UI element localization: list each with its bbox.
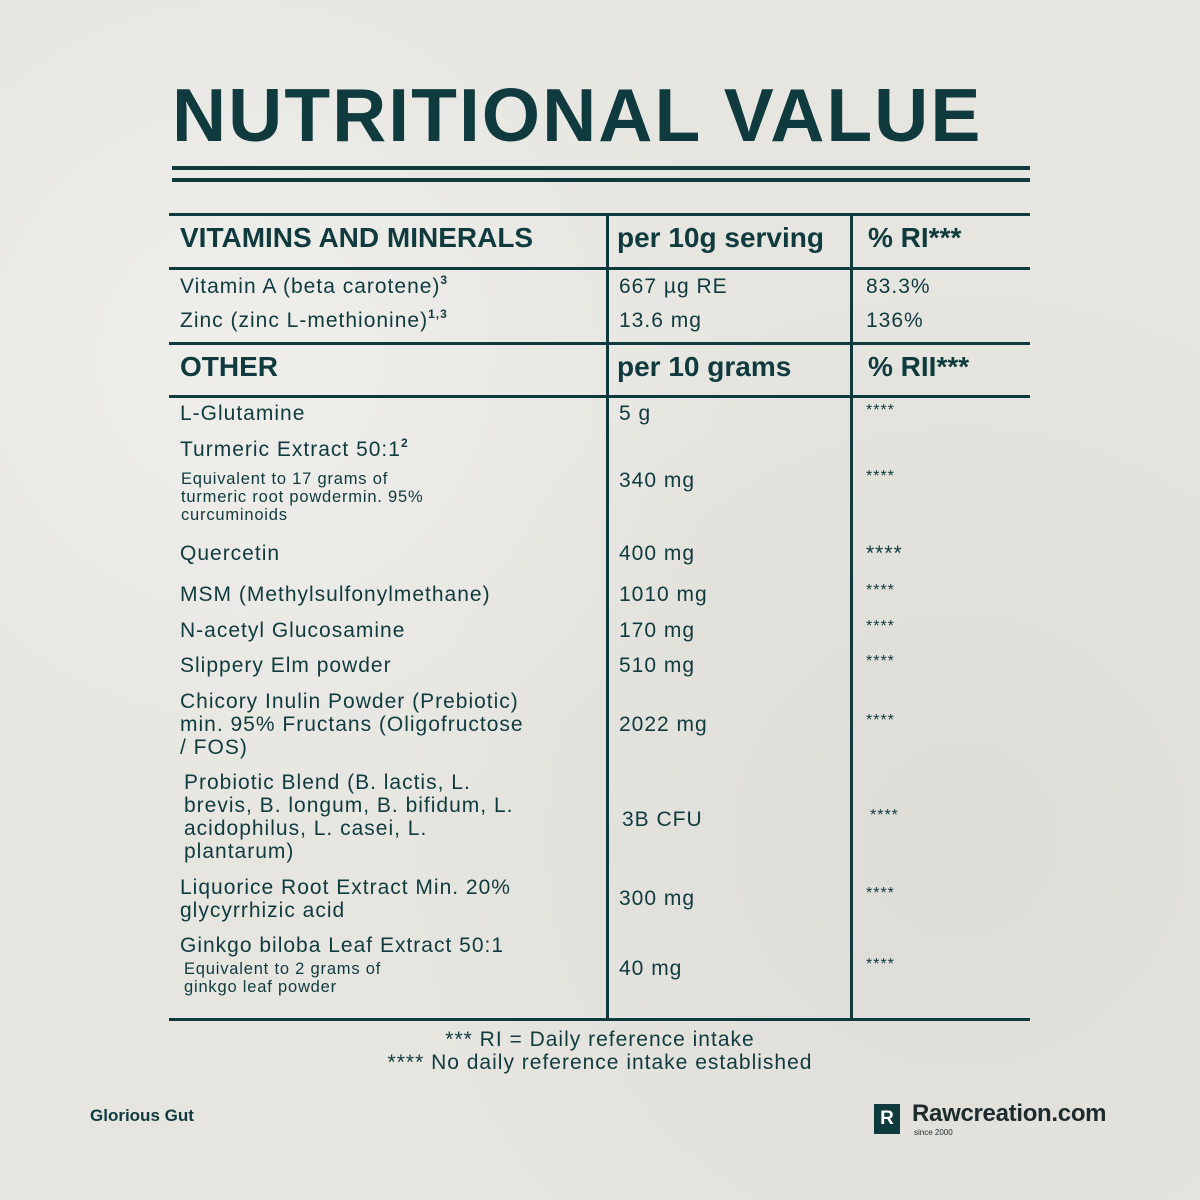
slippery-elm-name: Slippery Elm powder [180,654,392,677]
product-name: Glorious Gut [90,1106,194,1125]
liquorice-name-line: Liquorice Root Extract Min. 20% [180,876,511,899]
other-top-line [169,342,1030,345]
probiotic-name-line: brevis, B. longum, B. bifidum, L. [184,794,514,817]
vitamin-a-name: Vitamin A (beta carotene)3 [180,273,449,298]
l-glutamine-name: L-Glutamine [180,402,306,425]
probiotic-amount: 3B CFU [622,808,703,831]
turmeric-note-line: turmeric root powdermin. 95% [181,488,424,506]
turmeric-name: Turmeric Extract 50:12 [180,436,409,461]
l-glutamine-ri: **** [866,402,895,419]
turmeric-note-line: curcuminoids [181,506,288,524]
ginkgo-note-line: ginkgo leaf powder [184,978,337,996]
other-ri-header: % RII*** [868,351,970,382]
ginkgo-note: Equivalent to 2 grams of ginkgo leaf pow… [184,960,381,996]
turmeric-note: Equivalent to 17 grams of turmeric root … [181,470,423,524]
other-section-header: OTHER [180,351,278,382]
turmeric-ri: **** [866,468,895,485]
ginkgo-amount: 40 mg [619,957,683,980]
chicory-name-line: / FOS) [180,736,248,759]
l-glutamine-amount: 5 g [619,402,652,425]
chicory-name-line: min. 95% Fructans (Oligofructose [180,713,524,736]
table-bottom-line [169,1018,1030,1021]
quercetin-amount: 400 mg [619,542,696,565]
liquorice-name: Liquorice Root Extract Min. 20% glycyrrh… [180,876,511,922]
ginkgo-name: Ginkgo biloba Leaf Extract 50:1 [180,934,505,957]
turmeric-note-line: Equivalent to 17 grams of [181,470,389,488]
vitamin-a-amount: 667 µg RE [619,275,728,298]
turmeric-amount: 340 mg [619,469,696,492]
other-amount-header: per 10 grams [617,351,792,382]
probiotic-name-line: acidophilus, L. casei, L. [184,817,428,840]
slippery-elm-amount: 510 mg [619,654,696,677]
column-divider-amount [606,213,609,1021]
brand-logo-icon: R [874,1104,900,1134]
liquorice-ri: **** [866,885,895,902]
liquorice-name-line: glycyrrhizic acid [180,899,346,922]
brand-name: Rawcreation.com [912,1100,1107,1127]
glucosamine-name: N-acetyl Glucosamine [180,619,406,642]
title-rule-bottom [172,178,1030,182]
msm-amount: 1010 mg [619,583,708,606]
probiotic-name-line: plantarum) [184,840,295,863]
chicory-name-line: Chicory Inulin Powder (Prebiotic) [180,690,519,713]
brand-since: since 2000 [914,1128,953,1137]
liquorice-amount: 300 mg [619,887,696,910]
glucosamine-ri: **** [866,618,895,635]
chicory-amount: 2022 mg [619,713,708,736]
zinc-ri: 136% [866,309,924,332]
ginkgo-ri: **** [866,956,895,973]
quercetin-ri: **** [866,542,903,565]
title-rule-top [172,166,1030,170]
ginkgo-note-line: Equivalent to 2 grams of [184,960,382,978]
chicory-ri: **** [866,712,895,729]
glucosamine-amount: 170 mg [619,619,696,642]
msm-ri: **** [866,582,895,599]
table-top-line [169,213,1030,216]
probiotic-name: Probiotic Blend (B. lactis, L. brevis, B… [184,771,513,863]
quercetin-name: Quercetin [180,542,281,565]
probiotic-name-line: Probiotic Blend (B. lactis, L. [184,771,471,794]
msm-name: MSM (Methylsulfonylmethane) [180,583,491,606]
vitamins-section-header: VITAMINS AND MINERALS [180,222,534,253]
other-header-line [169,395,1030,398]
vitamins-header-line [169,267,1030,270]
zinc-amount: 13.6 mg [619,309,702,332]
slippery-elm-ri: **** [866,653,895,670]
footnote-ri: *** RI = Daily reference intake [445,1028,755,1051]
column-divider-ri [850,213,853,1021]
vitamin-a-ri: 83.3% [866,275,931,298]
zinc-name: Zinc (zinc L-methionine)1,3 [180,307,448,332]
page-title: NUTRITIONAL VALUE [172,73,983,157]
vitamins-ri-header: % RI*** [868,222,962,253]
probiotic-ri: **** [870,807,899,824]
vitamins-amount-header: per 10g serving [617,222,824,253]
footnote-no-ri: **** No daily reference intake establish… [387,1051,813,1074]
chicory-name: Chicory Inulin Powder (Prebiotic) min. 9… [180,690,524,759]
